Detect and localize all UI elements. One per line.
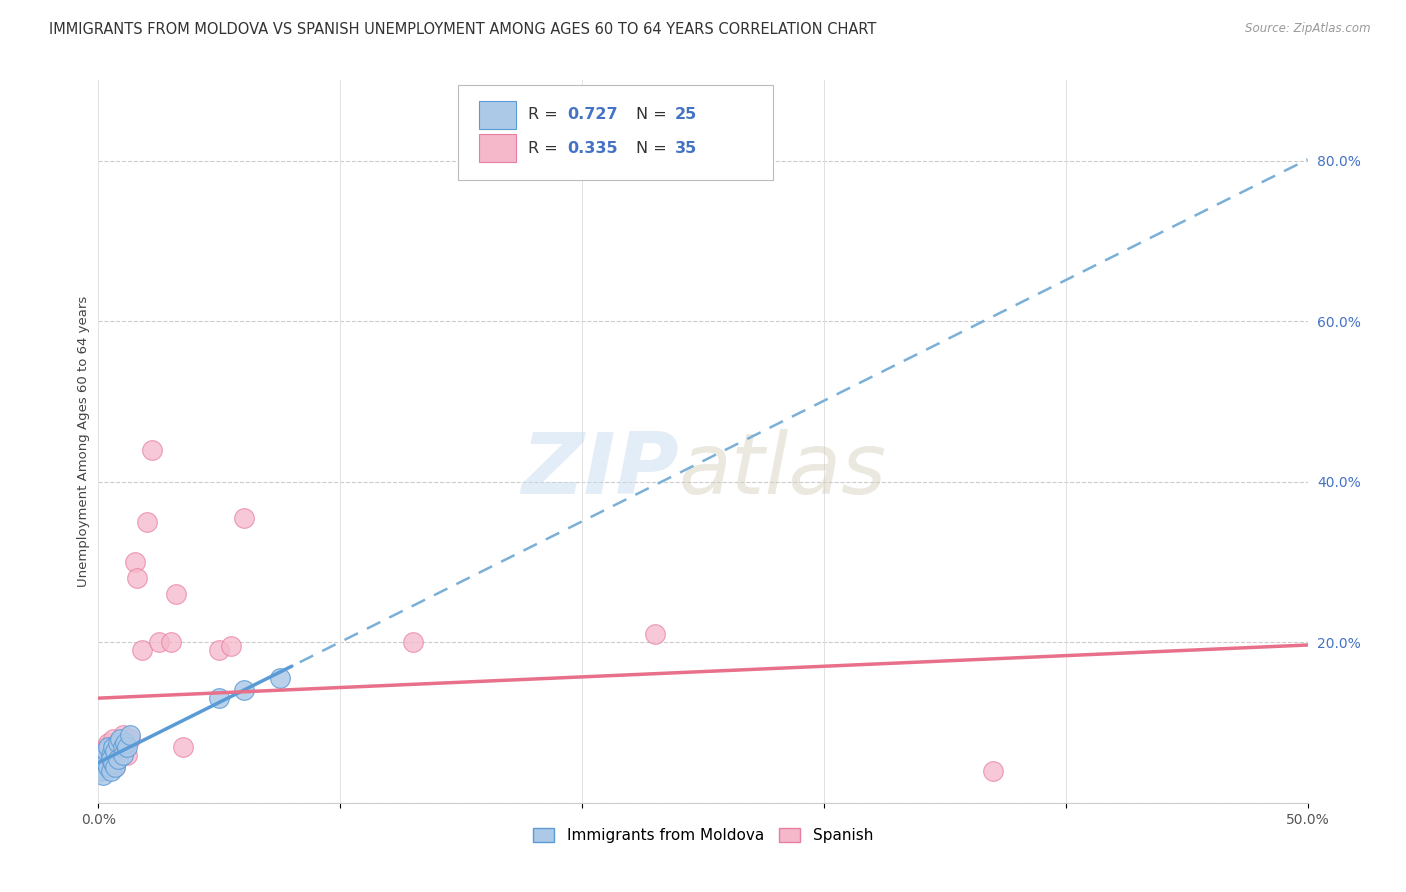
Point	[90, 764, 112, 778]
Point	[232, 510, 254, 524]
Point	[91, 747, 114, 762]
Point	[172, 739, 194, 754]
Point	[402, 635, 425, 649]
Text: R =: R =	[527, 141, 562, 156]
Point	[135, 515, 157, 529]
Text: 35: 35	[675, 141, 697, 156]
Point	[91, 767, 114, 781]
Point	[108, 744, 131, 758]
Point	[90, 764, 112, 778]
Point	[269, 671, 291, 685]
Point	[100, 744, 122, 758]
Point	[94, 744, 117, 758]
FancyBboxPatch shape	[479, 135, 516, 162]
FancyBboxPatch shape	[457, 86, 773, 180]
Point	[91, 760, 114, 774]
Point	[160, 635, 183, 649]
Point	[111, 728, 134, 742]
Point	[100, 764, 122, 778]
Text: R =: R =	[527, 107, 562, 122]
Text: N =: N =	[637, 141, 672, 156]
Point	[100, 756, 122, 770]
Text: 0.335: 0.335	[568, 141, 619, 156]
Point	[97, 747, 120, 762]
Point	[101, 751, 124, 765]
Text: atlas: atlas	[679, 429, 887, 512]
Point	[101, 739, 124, 754]
Point	[118, 731, 141, 746]
Text: Source: ZipAtlas.com: Source: ZipAtlas.com	[1246, 22, 1371, 36]
FancyBboxPatch shape	[479, 101, 516, 128]
Point	[114, 739, 136, 754]
Point	[91, 751, 114, 765]
Point	[97, 760, 120, 774]
Point	[111, 739, 134, 754]
Point	[208, 691, 231, 706]
Point	[127, 571, 149, 585]
Point	[131, 643, 153, 657]
Point	[101, 756, 124, 770]
Point	[208, 643, 231, 657]
Point	[118, 728, 141, 742]
Point	[94, 751, 117, 765]
Point	[100, 747, 122, 762]
Y-axis label: Unemployment Among Ages 60 to 64 years: Unemployment Among Ages 60 to 64 years	[77, 296, 90, 587]
Legend: Immigrants from Moldova, Spanish: Immigrants from Moldova, Spanish	[527, 822, 879, 849]
Point	[221, 639, 243, 653]
Point	[94, 739, 117, 754]
Point	[104, 747, 127, 762]
Text: IMMIGRANTS FROM MOLDOVA VS SPANISH UNEMPLOYMENT AMONG AGES 60 TO 64 YEARS CORREL: IMMIGRANTS FROM MOLDOVA VS SPANISH UNEMP…	[49, 22, 876, 37]
Text: N =: N =	[637, 107, 672, 122]
Point	[108, 731, 131, 746]
Point	[104, 760, 127, 774]
Point	[114, 735, 136, 749]
Point	[124, 555, 146, 569]
Text: ZIP: ZIP	[522, 429, 679, 512]
Point	[111, 747, 134, 762]
Point	[107, 751, 129, 765]
Point	[107, 735, 129, 749]
Point	[104, 744, 127, 758]
Point	[117, 747, 139, 762]
Point	[90, 756, 112, 770]
Text: 0.727: 0.727	[568, 107, 619, 122]
Point	[117, 739, 139, 754]
Point	[104, 760, 127, 774]
Point	[644, 627, 666, 641]
Point	[107, 735, 129, 749]
Point	[148, 635, 170, 649]
Point	[141, 442, 163, 457]
Point	[94, 756, 117, 770]
Point	[101, 731, 124, 746]
Text: 25: 25	[675, 107, 697, 122]
Point	[981, 764, 1004, 778]
Point	[97, 735, 120, 749]
Point	[232, 683, 254, 698]
Point	[100, 751, 122, 765]
Point	[97, 739, 120, 754]
Point	[165, 587, 187, 601]
